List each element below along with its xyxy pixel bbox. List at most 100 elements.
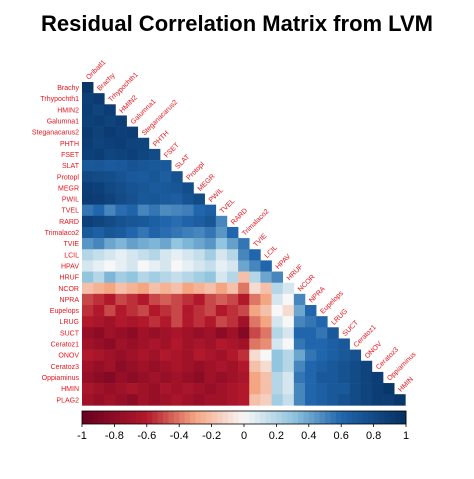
heatmap-cell	[349, 360, 362, 373]
heatmap-cell	[238, 316, 250, 328]
heatmap-cell	[215, 260, 228, 272]
heatmap-cell	[104, 238, 116, 250]
heatmap-cell	[171, 293, 183, 306]
heatmap-cell	[82, 338, 94, 350]
heatmap-cell	[160, 338, 172, 350]
heatmap-cell	[282, 282, 295, 295]
heatmap-cell	[148, 215, 161, 228]
colorbar-tick-label: 0.6	[334, 430, 349, 442]
colorbar-segment	[325, 411, 331, 424]
heatmap-cell	[293, 338, 306, 350]
heatmap-cell	[115, 305, 127, 317]
heatmap-cell	[226, 338, 239, 350]
heatmap-cell	[226, 316, 239, 328]
heatmap-cell	[282, 293, 295, 306]
heatmap-cell	[115, 316, 127, 328]
row-label: Galumna1	[47, 119, 79, 126]
heatmap-cell	[115, 182, 127, 194]
heatmap-cell	[82, 215, 94, 228]
heatmap-cell	[115, 394, 127, 406]
row-label: Oppiaminus	[42, 375, 80, 382]
heatmap-cell	[137, 271, 150, 283]
heatmap-cell	[271, 349, 283, 362]
heatmap-cell	[82, 349, 94, 362]
column-label: SUCT	[342, 319, 361, 338]
heatmap-cell	[126, 137, 139, 150]
heatmap-cell	[260, 383, 272, 395]
heatmap-cell	[282, 305, 295, 317]
row-labels: Brachy Trhypochth1 HMIN2 Galumna1 Steganacar…	[32, 85, 80, 404]
heatmap-cell	[360, 394, 373, 406]
heatmap-cell	[126, 293, 139, 306]
heatmap-cell	[160, 383, 172, 395]
column-label: LRUG	[330, 308, 349, 327]
heatmap-cell	[93, 93, 105, 105]
colorbar-segment	[303, 411, 310, 424]
heatmap-cell	[93, 282, 105, 295]
heatmap-cell	[137, 349, 150, 362]
heatmap-cell	[115, 148, 127, 161]
heatmap-cell	[171, 271, 183, 283]
heatmap-cell	[160, 360, 172, 373]
colorbar-segment	[136, 411, 142, 424]
heatmap-cell	[238, 249, 250, 261]
heatmap-cell	[249, 260, 261, 272]
heatmap-cell	[383, 383, 395, 395]
colorbar-segment	[389, 411, 396, 424]
heatmap-cell	[282, 394, 295, 406]
heatmap-cell	[115, 271, 127, 283]
heatmap-cell	[160, 215, 172, 228]
heatmap-cell	[226, 271, 239, 283]
column-label: ONOV	[364, 340, 384, 360]
heatmap-cell	[249, 305, 261, 317]
heatmap-cell	[104, 215, 116, 228]
heatmap-cell	[193, 293, 205, 306]
heatmap-cell	[249, 271, 261, 283]
heatmap-cell	[293, 383, 306, 395]
heatmap-cell	[271, 360, 283, 373]
heatmap-cell	[82, 293, 94, 306]
heatmap-cell	[238, 260, 250, 272]
heatmap-cell	[160, 226, 172, 239]
heatmap-cell	[327, 383, 339, 395]
heatmap-cell	[171, 349, 183, 362]
column-label: PWIL	[208, 187, 225, 204]
heatmap-cell	[182, 394, 194, 406]
heatmap-cell	[349, 383, 362, 395]
heatmap-cell	[182, 193, 194, 205]
heatmap-cell	[93, 327, 105, 339]
heatmap-cell	[126, 204, 139, 217]
heatmap-cell	[104, 327, 116, 339]
heatmap-cell	[260, 394, 272, 406]
heatmap-cell	[126, 126, 139, 139]
heatmap-cell	[193, 204, 205, 217]
heatmap-cell	[104, 360, 116, 373]
heatmap-cell	[160, 316, 172, 328]
heatmap-cell	[193, 371, 205, 384]
heatmap-cell	[260, 305, 272, 317]
heatmap-cell	[204, 383, 217, 395]
heatmap-cell	[305, 394, 317, 406]
row-label: LRUG	[60, 319, 79, 326]
colorbar-segment	[287, 411, 293, 424]
heatmap-cell	[148, 148, 161, 161]
heatmap-cell	[160, 305, 172, 317]
heatmap-cell	[260, 338, 272, 350]
heatmap-cell	[226, 249, 239, 261]
heatmap-cell	[137, 316, 150, 328]
heatmap-cell	[82, 282, 94, 295]
colorbar-segment	[400, 411, 407, 424]
colorbar-segment	[362, 411, 369, 424]
heatmap-cell	[160, 394, 172, 406]
heatmap-cell	[182, 316, 194, 328]
heatmap-cell	[126, 394, 139, 406]
column-label: NCOR	[297, 274, 317, 294]
heatmap-cell	[271, 271, 283, 283]
heatmap-cell	[126, 193, 139, 205]
heatmap-cell	[238, 305, 250, 317]
heatmap-cell	[182, 215, 194, 228]
heatmap-cell	[148, 338, 161, 350]
colorbar-segment	[146, 411, 153, 424]
column-label: Oribatl1	[85, 59, 107, 81]
heatmap-cell	[93, 271, 105, 283]
